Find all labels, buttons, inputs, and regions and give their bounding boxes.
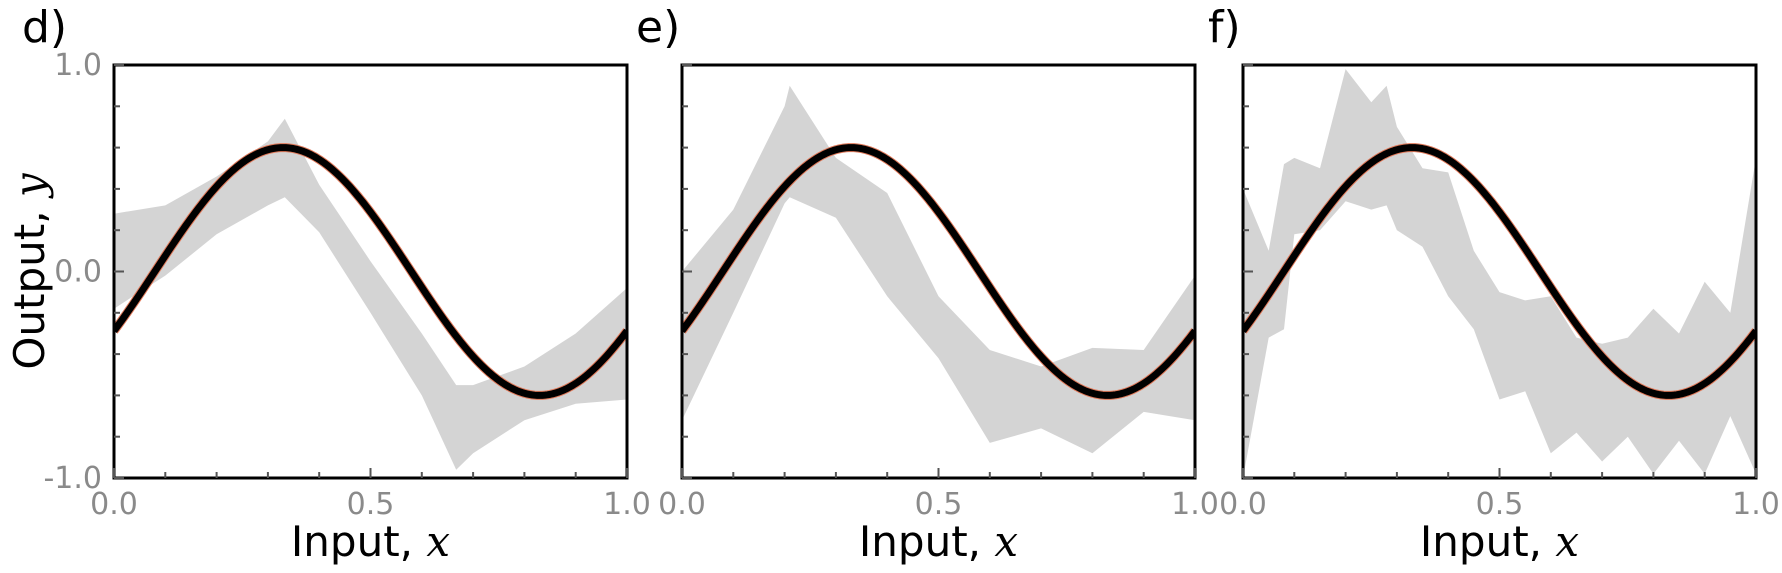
panel-letter: f) <box>1208 2 1241 53</box>
y-tick-label: 0.0 <box>54 255 102 290</box>
y-axis-label: Output, y <box>5 172 54 370</box>
x-tick-label: 1.0 <box>1171 487 1219 522</box>
x-tick-label: 0.0 <box>658 487 706 522</box>
true-function-line <box>1243 144 1756 399</box>
x-axis-label: Input, x <box>1420 517 1579 566</box>
panel-e: e) 0.0 0.5 1.0 Input, x <box>636 2 1219 566</box>
true-function-line <box>682 144 1195 399</box>
panel-f: f) 0.0 0.5 1.0 Input, x <box>1208 2 1780 566</box>
x-tick-label: 0.5 <box>347 487 395 522</box>
uncertainty-band <box>682 85 1195 454</box>
x-tick-label: 0.5 <box>1476 487 1524 522</box>
x-tick-label: 1.0 <box>603 487 651 522</box>
x-tick-label: 0.0 <box>90 487 138 522</box>
true-function-line <box>114 144 627 399</box>
x-axis-label: Input, x <box>859 517 1018 566</box>
panel-letter: e) <box>636 2 680 53</box>
x-tick-label: 1.0 <box>1732 487 1780 522</box>
x-tick-label: 0.5 <box>915 487 963 522</box>
x-tick-label: 0.0 <box>1219 487 1267 522</box>
y-tick-label: 1.0 <box>54 48 102 83</box>
plot-area <box>114 118 627 470</box>
x-axis-label: Input, x <box>291 517 450 566</box>
uncertainty-band <box>114 118 627 470</box>
plot-area <box>682 85 1195 454</box>
panel-letter: d) <box>22 2 67 53</box>
uncertainty-band <box>1243 69 1756 478</box>
y-tick-label: -1.0 <box>43 461 102 496</box>
plot-area <box>1243 69 1756 478</box>
